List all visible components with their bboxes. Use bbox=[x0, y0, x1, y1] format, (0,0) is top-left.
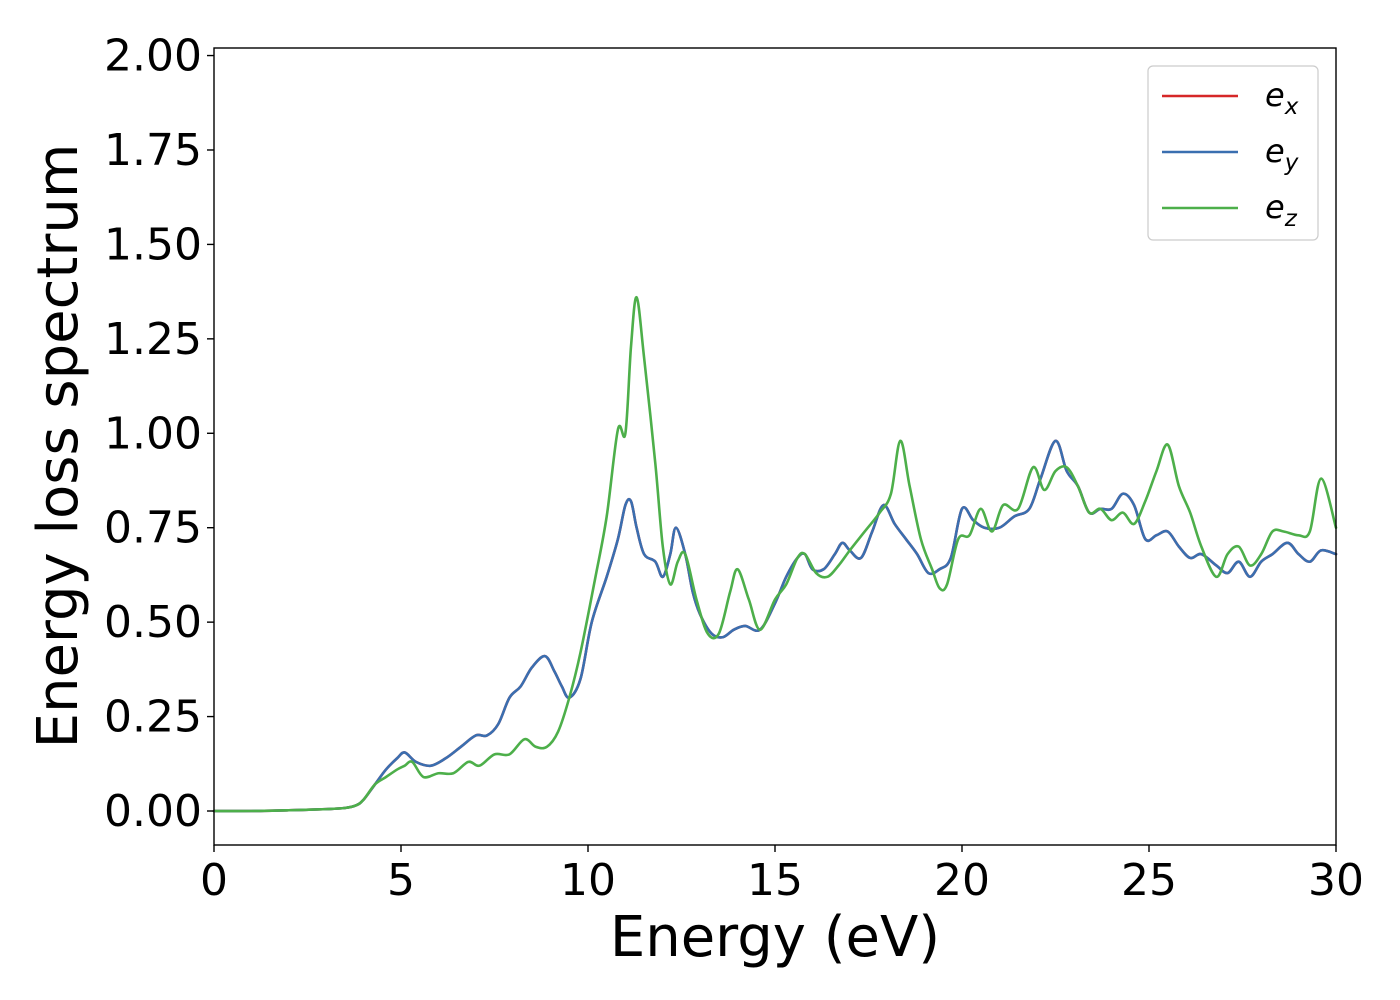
y-tick-label: 0.75 bbox=[104, 503, 202, 554]
x-tick-label: 0 bbox=[200, 855, 228, 906]
x-tick-label: 15 bbox=[747, 855, 803, 906]
series-line-ez bbox=[212, 295, 1338, 813]
y-tick-label: 0.50 bbox=[104, 597, 202, 648]
y-tick-label: 1.25 bbox=[104, 314, 202, 365]
x-axis-label: Energy (eV) bbox=[610, 905, 940, 970]
x-tick-label: 25 bbox=[1121, 855, 1177, 906]
x-tick-label: 10 bbox=[560, 855, 616, 906]
x-tick-label: 30 bbox=[1308, 855, 1364, 906]
y-axis-ticks: 0.00 0.25 0.50 0.75 1.00 1.25 1.50 1.75 2.00 bbox=[104, 31, 214, 837]
y-tick-label: 1.75 bbox=[104, 125, 202, 176]
y-tick-label: 2.00 bbox=[104, 31, 202, 82]
series-layer bbox=[212, 295, 1338, 813]
x-tick-label: 5 bbox=[387, 855, 415, 906]
legend-label-ey: ey bbox=[1265, 132, 1299, 176]
y-tick-label: 1.50 bbox=[104, 219, 202, 270]
y-tick-label: 1.00 bbox=[104, 408, 202, 459]
x-axis-ticks: 0 5 10 15 20 25 30 bbox=[200, 845, 1364, 906]
y-axis-label: Energy loss spectrum bbox=[26, 144, 91, 749]
y-tick-label: 0.00 bbox=[104, 786, 202, 837]
x-tick-label: 20 bbox=[934, 855, 990, 906]
y-tick-label: 0.25 bbox=[104, 692, 202, 743]
